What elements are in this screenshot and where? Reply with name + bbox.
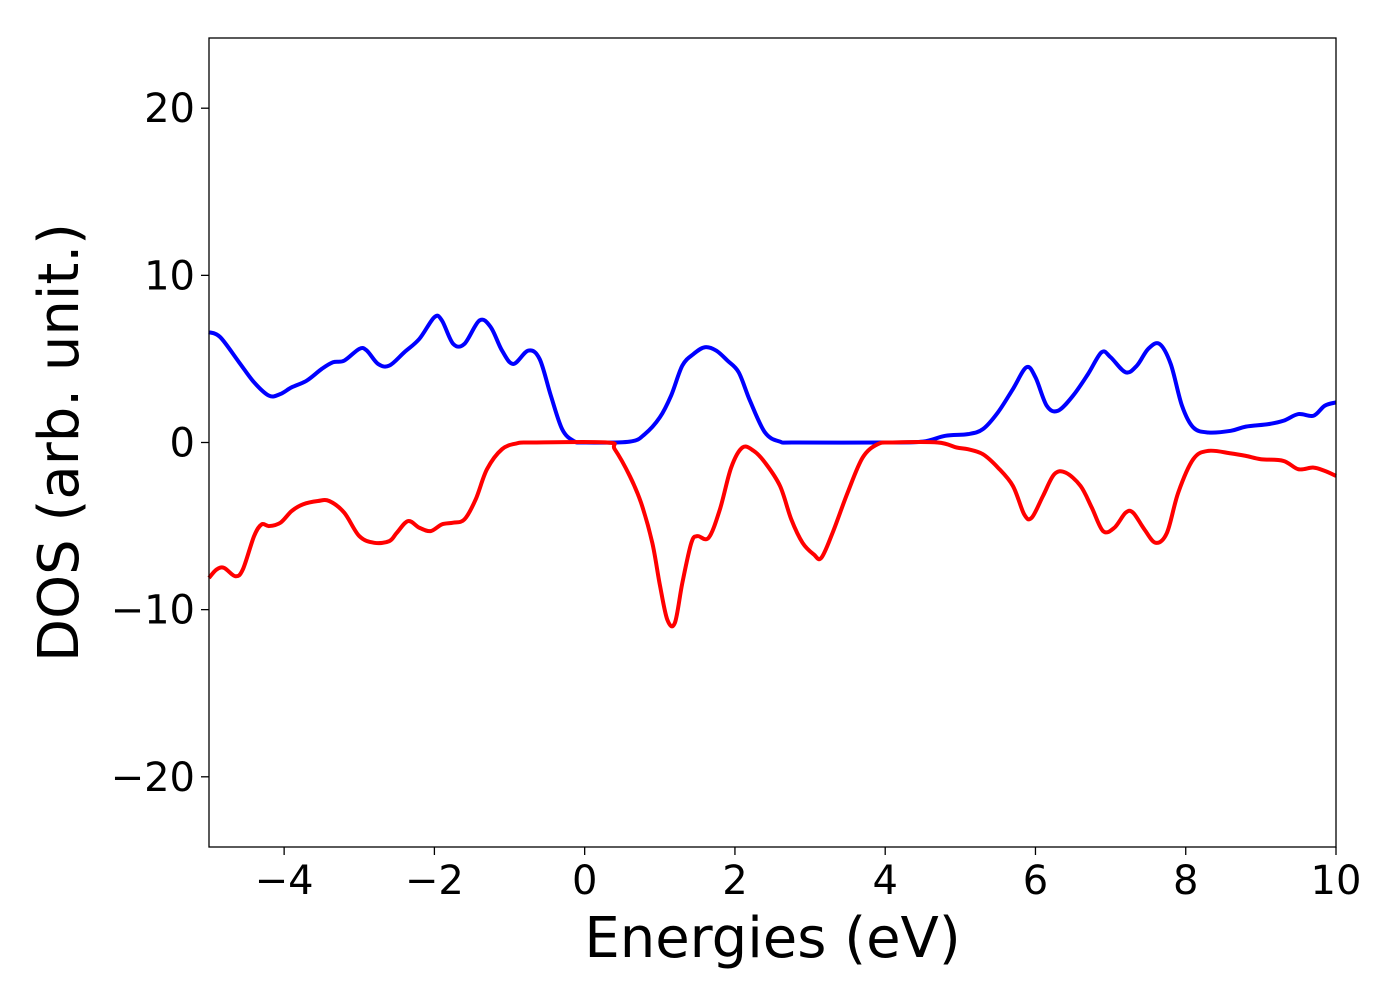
y-tick-label: −10 [111, 588, 195, 634]
x-tick-label: 0 [572, 858, 597, 904]
series-layer [207, 313, 1337, 629]
y-tick-label: 0 [170, 421, 195, 467]
x-tick-label: 4 [872, 858, 897, 904]
x-tick-label: −4 [255, 858, 314, 904]
x-tick-label: 6 [1023, 858, 1048, 904]
x-tick-label: 2 [722, 858, 747, 904]
y-axis-label: DOS (arb. unit.) [27, 223, 92, 662]
x-axis-ticks: −4 −2 0 2 4 6 8 10 [255, 847, 1362, 904]
x-tick-label: −2 [405, 858, 464, 904]
y-tick-label: −20 [111, 755, 195, 801]
x-tick-label: 8 [1173, 858, 1198, 904]
y-tick-label: 10 [144, 253, 195, 299]
y-axis-ticks: −20 −10 0 10 20 [111, 86, 209, 801]
x-tick-label: 10 [1311, 858, 1362, 904]
spin-up-dos-line [208, 313, 1337, 445]
spin-down-dos-line [207, 439, 1337, 629]
y-tick-label: 20 [144, 86, 195, 132]
x-axis-label: Energies (eV) [584, 906, 960, 971]
